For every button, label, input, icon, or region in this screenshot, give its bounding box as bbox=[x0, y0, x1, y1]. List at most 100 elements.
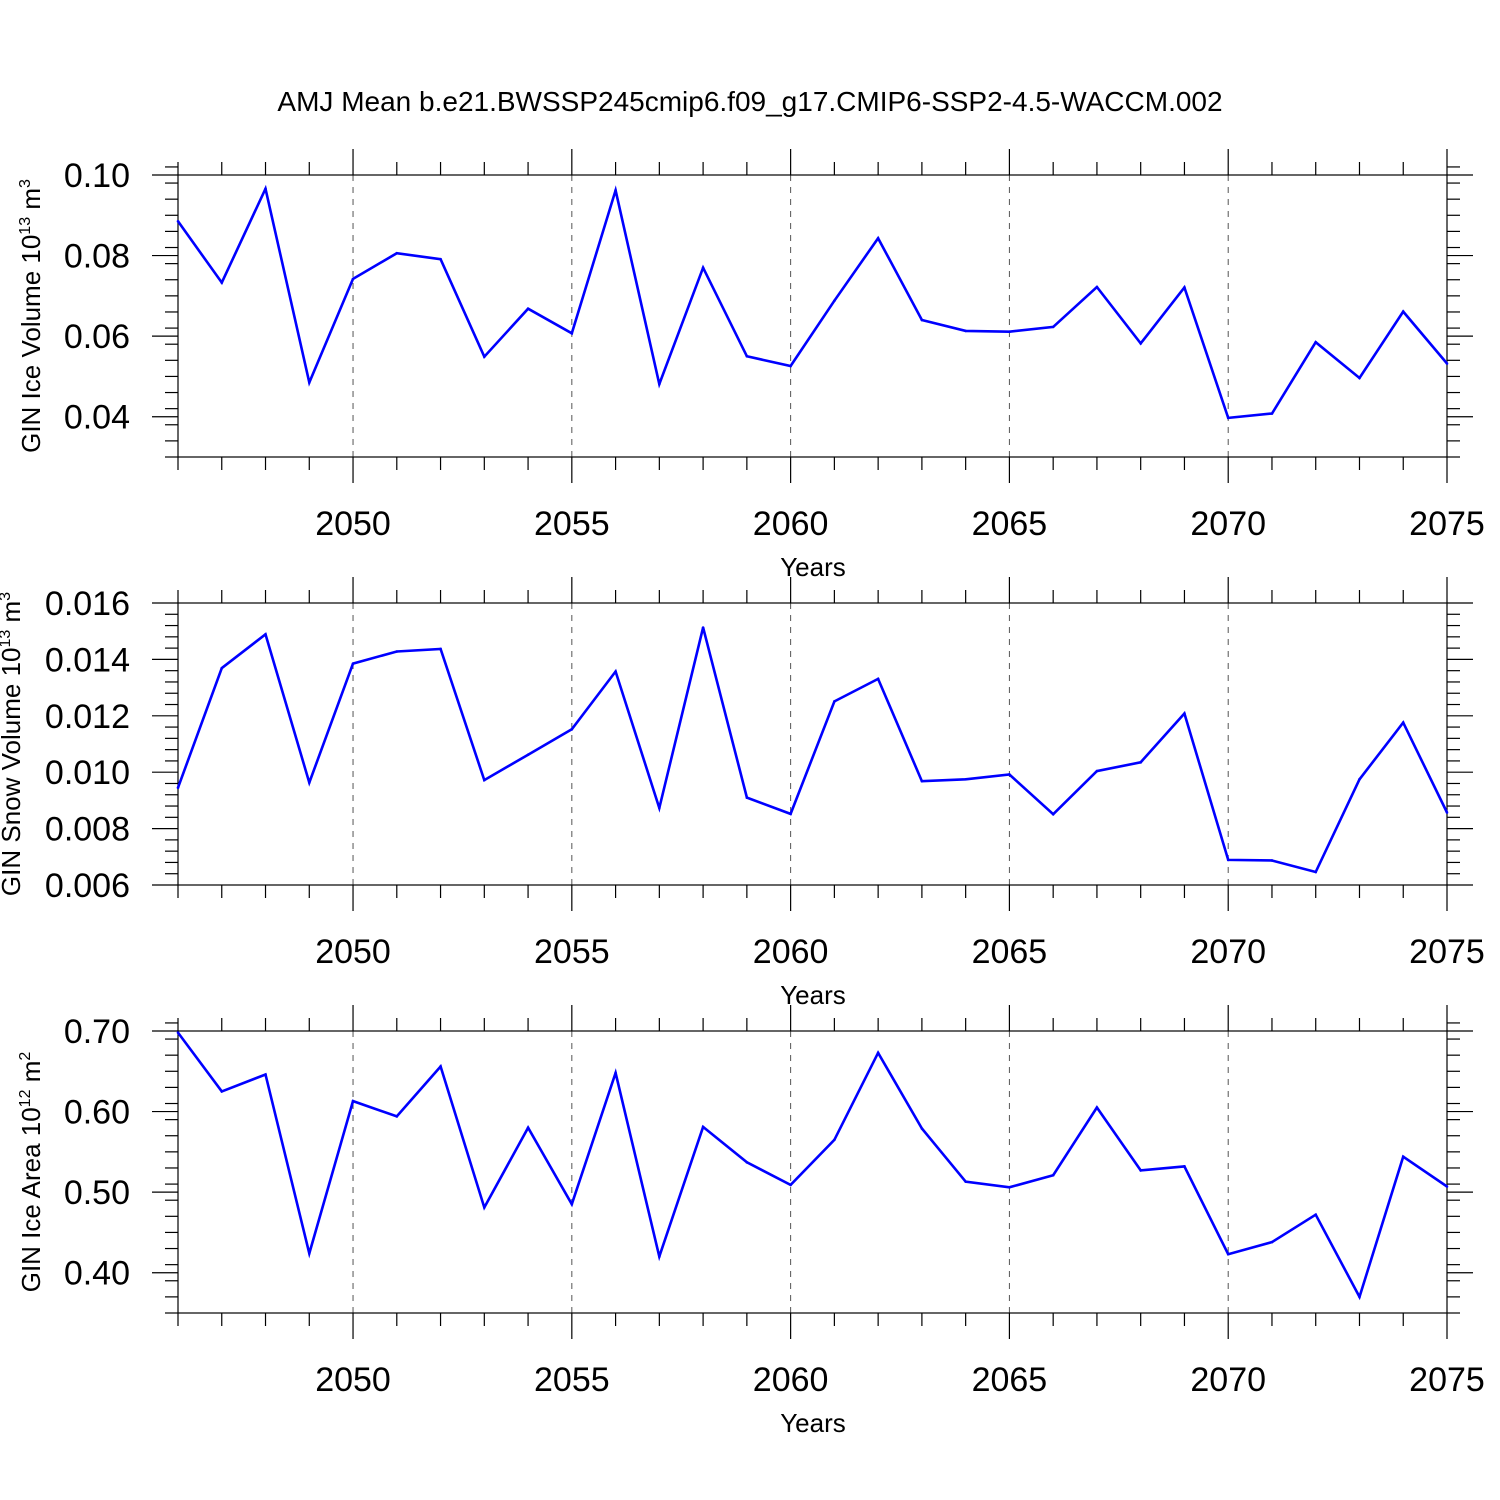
data-point bbox=[964, 329, 967, 333]
data-point bbox=[395, 1115, 399, 1118]
data-point bbox=[1358, 1295, 1361, 1299]
y-tick-label: 0.08 bbox=[64, 238, 130, 276]
data-point bbox=[351, 662, 355, 665]
data-point bbox=[876, 236, 880, 240]
data-point bbox=[220, 281, 224, 284]
chart-panel-2: 0.006 0.008 0.010 0.012 0.014 0.016 2050 2055 20… bbox=[0, 577, 1485, 1010]
data-point bbox=[964, 777, 967, 781]
y-axis-title-exponent: 13 bbox=[17, 217, 34, 235]
y-tick-label: 0.50 bbox=[64, 1174, 130, 1212]
y-axis-title-exponent: 12 bbox=[17, 1089, 34, 1107]
data-point bbox=[745, 1161, 749, 1164]
data-point bbox=[789, 1183, 792, 1187]
data-point bbox=[833, 299, 836, 302]
data-point bbox=[176, 1031, 180, 1034]
y-tick-label: 0.10 bbox=[64, 157, 130, 195]
y-axis-title-exponent: 13 bbox=[0, 630, 14, 648]
x-tick-label: 2055 bbox=[534, 933, 610, 971]
data-point bbox=[1314, 1213, 1318, 1217]
data-point bbox=[395, 251, 399, 255]
x-tick-label: 2065 bbox=[972, 1361, 1048, 1399]
x-axis-title: Years bbox=[780, 1408, 846, 1438]
y-axis-title-unit-exponent: 3 bbox=[17, 179, 34, 188]
data-point bbox=[1095, 285, 1099, 289]
data-point bbox=[1226, 1252, 1230, 1256]
plot-frame bbox=[177, 174, 1448, 458]
data-point bbox=[1051, 812, 1055, 816]
data-point bbox=[1314, 340, 1318, 344]
data-point bbox=[1139, 761, 1142, 764]
y-tick-label: 0.006 bbox=[45, 867, 130, 905]
data-point bbox=[439, 647, 442, 651]
data-point bbox=[745, 354, 749, 358]
data-point bbox=[701, 626, 705, 629]
y-tick-label: 0.010 bbox=[45, 754, 130, 792]
x-tick-label: 2060 bbox=[753, 505, 829, 543]
series-line bbox=[176, 627, 1449, 874]
x-tick-label: 2075 bbox=[1409, 933, 1485, 971]
x-tick-label: 2050 bbox=[315, 505, 391, 543]
data-point bbox=[1270, 1240, 1274, 1244]
data-point bbox=[176, 220, 180, 223]
data-point bbox=[526, 1126, 530, 1129]
data-point bbox=[1358, 376, 1361, 380]
data-point bbox=[1401, 310, 1405, 313]
data-point bbox=[1183, 712, 1186, 715]
y-axis-title-main: GIN Snow Volume 10 bbox=[0, 648, 26, 897]
data-point bbox=[1314, 870, 1318, 874]
panels: 0.04 0.06 0.08 0.10 2050 2055 2060 2065 2070 2075… bbox=[0, 149, 1485, 1438]
x-tick-label: 2075 bbox=[1409, 1361, 1485, 1399]
data-point bbox=[1095, 1106, 1099, 1109]
data-point bbox=[1226, 858, 1230, 862]
data-point bbox=[570, 332, 574, 335]
series-line bbox=[176, 1031, 1448, 1301]
data-point bbox=[833, 1138, 836, 1142]
data-point bbox=[307, 781, 311, 784]
x-tick-label: 2070 bbox=[1190, 933, 1266, 971]
data-point bbox=[614, 670, 617, 673]
data-point bbox=[876, 677, 880, 681]
data-point bbox=[1358, 777, 1361, 781]
y-axis-title-unit: m bbox=[0, 601, 26, 630]
x-tick-label: 2055 bbox=[534, 1361, 610, 1399]
data-point bbox=[1051, 1173, 1055, 1177]
data-point bbox=[526, 753, 530, 757]
data-point bbox=[1226, 416, 1230, 420]
data-point bbox=[920, 1127, 924, 1130]
data-point bbox=[658, 382, 661, 386]
data-point bbox=[745, 796, 749, 799]
data-point bbox=[1183, 286, 1186, 289]
data-point bbox=[264, 1073, 267, 1076]
y-axis-title: GIN Snow Volume 1013 m3 bbox=[0, 592, 26, 896]
y-axis-title-unit-exponent: 2 bbox=[17, 1052, 34, 1061]
x-tick-label: 2060 bbox=[753, 933, 829, 971]
data-point bbox=[1008, 1186, 1011, 1189]
data-point bbox=[307, 381, 311, 384]
data-point bbox=[920, 318, 924, 322]
data-point bbox=[439, 257, 442, 261]
data-point bbox=[570, 1202, 574, 1206]
data-point bbox=[833, 700, 836, 703]
data-point bbox=[351, 277, 355, 281]
data-point bbox=[1051, 325, 1055, 329]
data-point bbox=[220, 1090, 224, 1093]
data-point bbox=[1183, 1165, 1186, 1168]
series-line bbox=[176, 184, 1448, 420]
y-axis-title-unit-exponent: 3 bbox=[0, 592, 14, 601]
data-point bbox=[614, 1071, 617, 1075]
data-point bbox=[789, 364, 792, 368]
data-point bbox=[526, 307, 530, 311]
data-point bbox=[614, 189, 617, 192]
data-point bbox=[1139, 342, 1142, 345]
data-point bbox=[701, 1125, 705, 1129]
x-tick-label: 2075 bbox=[1409, 505, 1485, 543]
data-point bbox=[264, 187, 267, 190]
x-tick-label: 2050 bbox=[315, 1361, 391, 1399]
data-point bbox=[701, 266, 705, 269]
y-tick-label: 0.06 bbox=[64, 318, 130, 356]
y-axis-title: GIN Ice Volume 1013 m3 bbox=[16, 179, 46, 453]
data-point bbox=[1445, 811, 1449, 814]
x-tick-label: 2070 bbox=[1190, 505, 1266, 543]
data-point bbox=[395, 650, 399, 653]
